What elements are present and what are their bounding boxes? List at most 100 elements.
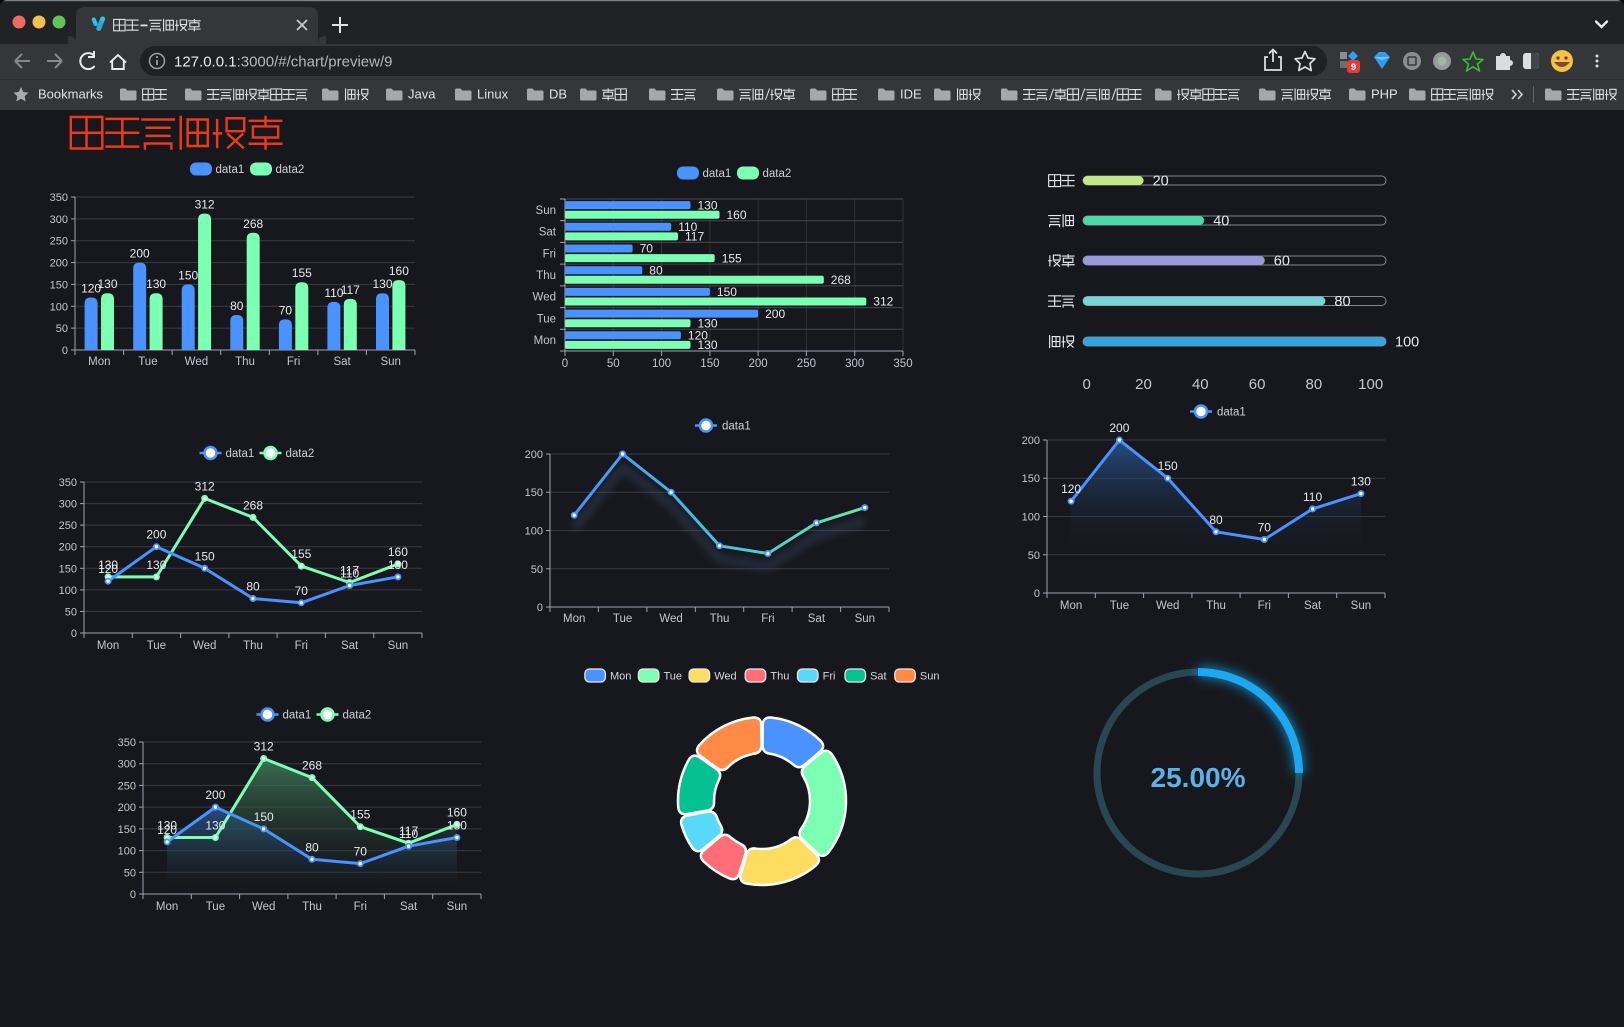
svg-text:150: 150 <box>525 487 543 499</box>
svg-text:Linux: Linux <box>477 87 509 102</box>
svg-text:200: 200 <box>749 358 768 370</box>
svg-text:155: 155 <box>292 266 312 280</box>
svg-text:9: 9 <box>1351 62 1356 73</box>
svg-text:200: 200 <box>130 247 150 261</box>
svg-text:160: 160 <box>727 208 747 222</box>
svg-text:300: 300 <box>59 499 77 511</box>
svg-text:0: 0 <box>130 889 136 901</box>
svg-text:268: 268 <box>243 498 263 512</box>
svg-text:70: 70 <box>1258 521 1272 535</box>
svg-text:Fri: Fri <box>761 613 774 625</box>
svg-text:250: 250 <box>118 780 136 792</box>
svg-text:25.00%: 25.00% <box>1151 762 1246 793</box>
svg-text:117: 117 <box>399 824 418 838</box>
svg-text:0: 0 <box>537 602 543 614</box>
svg-text:350: 350 <box>893 358 912 370</box>
svg-text:Mon: Mon <box>88 356 110 368</box>
svg-text:80: 80 <box>649 263 663 277</box>
svg-text:127.0.0.1:3000/#/chart/preview: 127.0.0.1:3000/#/chart/preview/9 <box>174 54 393 71</box>
svg-text:PHP: PHP <box>1371 87 1398 102</box>
svg-text:200: 200 <box>525 449 543 461</box>
svg-text:268: 268 <box>302 759 322 773</box>
svg-text:300: 300 <box>845 358 864 370</box>
svg-text:0: 0 <box>1083 376 1091 393</box>
svg-text:data1: data1 <box>283 710 312 722</box>
svg-text:150: 150 <box>717 285 737 299</box>
svg-text:Wed: Wed <box>252 901 275 913</box>
svg-text:20: 20 <box>1135 376 1152 393</box>
svg-text:155: 155 <box>291 547 311 561</box>
svg-text:130: 130 <box>97 277 117 291</box>
svg-text:200: 200 <box>59 542 77 554</box>
svg-text:Sun: Sun <box>920 671 940 683</box>
svg-text:Mon: Mon <box>610 671 631 683</box>
svg-text:100: 100 <box>59 585 77 597</box>
svg-text:Sat: Sat <box>333 356 351 368</box>
svg-text:Tue: Tue <box>664 671 683 683</box>
svg-text:Sun: Sun <box>447 901 467 913</box>
svg-text:130: 130 <box>146 277 166 291</box>
svg-text:155: 155 <box>350 808 370 822</box>
svg-text:Wed: Wed <box>185 356 208 368</box>
svg-text:100: 100 <box>50 301 68 313</box>
svg-text:110: 110 <box>324 286 343 300</box>
svg-text:Fri: Fri <box>354 901 367 913</box>
svg-text:70: 70 <box>295 584 309 598</box>
svg-text:130: 130 <box>388 558 408 572</box>
svg-text:data2: data2 <box>276 164 305 176</box>
svg-text:data2: data2 <box>763 168 792 180</box>
svg-text:130: 130 <box>447 819 467 833</box>
svg-text:117: 117 <box>685 230 704 244</box>
svg-text:IDE: IDE <box>900 87 922 102</box>
svg-text:60: 60 <box>1249 376 1266 393</box>
svg-text:200: 200 <box>1109 421 1129 435</box>
svg-text:120: 120 <box>157 823 177 837</box>
svg-text:data1: data1 <box>226 448 255 460</box>
svg-text:250: 250 <box>797 358 816 370</box>
svg-text:data2: data2 <box>343 710 372 722</box>
svg-text:Thu: Thu <box>243 640 263 652</box>
svg-text:50: 50 <box>65 606 77 618</box>
svg-text:Tue: Tue <box>147 640 166 652</box>
svg-text:Sun: Sun <box>380 356 400 368</box>
svg-text:130: 130 <box>205 819 225 833</box>
svg-text:130: 130 <box>698 198 718 212</box>
svg-text:120: 120 <box>81 282 101 296</box>
svg-text:110: 110 <box>678 220 697 234</box>
svg-text:130: 130 <box>372 277 392 291</box>
svg-text:130: 130 <box>1351 475 1371 489</box>
svg-text:Java: Java <box>408 87 436 102</box>
svg-text:Sat: Sat <box>1304 600 1322 612</box>
svg-text:Thu: Thu <box>710 613 730 625</box>
svg-text:60: 60 <box>1274 254 1290 270</box>
svg-text:0: 0 <box>1034 588 1040 600</box>
svg-text:80: 80 <box>1334 294 1350 310</box>
svg-text:0: 0 <box>562 358 568 370</box>
svg-text:Sat: Sat <box>539 227 557 239</box>
svg-text:Sun: Sun <box>1351 600 1371 612</box>
svg-text:268: 268 <box>243 217 263 231</box>
svg-text:Sun: Sun <box>388 640 408 652</box>
svg-text:Tue: Tue <box>613 613 632 625</box>
svg-text:Fri: Fri <box>1258 600 1271 612</box>
svg-text:100: 100 <box>1022 512 1040 524</box>
svg-text:350: 350 <box>118 737 136 749</box>
svg-text:data2: data2 <box>286 448 315 460</box>
svg-text:Wed: Wed <box>659 613 682 625</box>
svg-text:150: 150 <box>59 563 77 575</box>
svg-text:40: 40 <box>1213 214 1229 230</box>
svg-text:300: 300 <box>50 214 68 226</box>
svg-text:70: 70 <box>354 845 368 859</box>
svg-text:130: 130 <box>146 558 166 572</box>
svg-text:20: 20 <box>1153 174 1169 190</box>
svg-text:Sun: Sun <box>855 613 875 625</box>
svg-text:Wed: Wed <box>533 292 556 304</box>
svg-text:Sat: Sat <box>400 901 418 913</box>
svg-text:160: 160 <box>447 806 467 820</box>
svg-text:Thu: Thu <box>770 671 789 683</box>
svg-text:300: 300 <box>118 759 136 771</box>
svg-text:Mon: Mon <box>156 901 178 913</box>
svg-text:150: 150 <box>195 549 215 563</box>
svg-text:200: 200 <box>146 528 166 542</box>
svg-text:130: 130 <box>98 558 118 572</box>
